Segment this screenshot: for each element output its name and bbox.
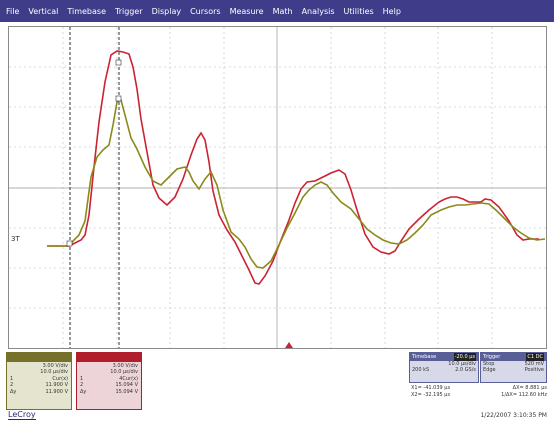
cursor-readout: X1= -41.039 µs ΔX= 8.881 µs X2= -32.195 µ… <box>411 385 547 398</box>
menu-analysis[interactable]: Analysis <box>301 6 335 16</box>
menu-file[interactable]: File <box>6 6 20 16</box>
waveform-grid: 3T <box>9 27 546 348</box>
timebase-panel[interactable]: Timebase -20.0 µs 10.0 µs/div 200 kS 2.0 G… <box>409 352 479 383</box>
grid-center-axes <box>9 27 546 348</box>
timebase-title: Timebase <box>412 354 437 360</box>
menu-utilities[interactable]: Utilities <box>343 6 374 16</box>
channel-1-panel[interactable]: 3.00 V/div 10.0 µs/div 1 Cur(x) 2 11.900 V… <box>6 352 72 410</box>
menu-cursors[interactable]: Cursors <box>190 6 221 16</box>
timestamp: 1/22/2007 3:10:35 PM <box>480 412 547 419</box>
menu-help[interactable]: Help <box>382 6 401 16</box>
cursor-markers <box>66 59 122 247</box>
menu-trigger[interactable]: Trigger <box>115 6 143 16</box>
waveform-display[interactable]: 3T <box>8 26 547 349</box>
grid-lines <box>9 27 546 348</box>
trigger-source: C1 DC <box>526 353 544 361</box>
timebase-delay: -20.0 µs <box>453 353 476 361</box>
brand-logo: LeCroy <box>8 410 36 420</box>
cursor-lines[interactable] <box>69 27 120 348</box>
side-label: 3T <box>11 235 20 243</box>
trigger-title: Trigger <box>483 354 501 360</box>
channel-1-header <box>7 353 71 362</box>
menu-bar: File Vertical Timebase Trigger Display C… <box>0 0 554 22</box>
menu-measure[interactable]: Measure <box>229 6 264 16</box>
trigger-marker <box>285 342 293 348</box>
menu-timebase[interactable]: Timebase <box>67 6 106 16</box>
trace-channel-2 <box>47 50 539 285</box>
channel-2-panel[interactable]: 3.00 V/div 10.0 µs/div 1 4Cur(x) 2 15.094 … <box>76 352 142 410</box>
menu-math[interactable]: Math <box>272 6 293 16</box>
menu-vertical[interactable]: Vertical <box>28 6 59 16</box>
trigger-panel[interactable]: Trigger C1 DC Stop 520 mV Edge Positive <box>480 352 547 383</box>
menu-display[interactable]: Display <box>151 6 182 16</box>
trace-channel-1 <box>47 98 546 269</box>
channel-2-header <box>77 353 141 362</box>
